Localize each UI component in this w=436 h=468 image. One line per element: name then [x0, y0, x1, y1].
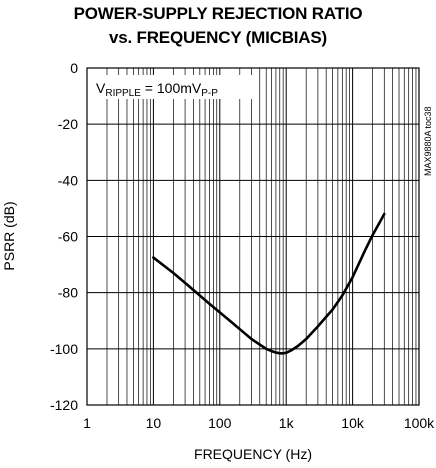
y-tick-label: -120	[50, 397, 78, 413]
annotation-base: V	[96, 80, 106, 96]
x-tick-label: 10	[146, 415, 162, 431]
y-tick-label: 0	[70, 60, 78, 76]
data-layer	[152, 212, 386, 355]
y-tick-label: -100	[50, 341, 78, 357]
x-axis-title: FREQUENCY (Hz)	[194, 446, 312, 462]
y-tick-label: -20	[58, 116, 78, 132]
annotation-sub-pp: P-P	[201, 88, 218, 99]
y-tick-label: -40	[58, 172, 78, 188]
x-tick-label: 100	[208, 415, 232, 431]
annotation-middle: = 100mV	[141, 80, 202, 96]
x-tick-label: 1k	[279, 415, 295, 431]
y-tick-label: -60	[58, 229, 78, 245]
labels: 1 10 100 1k 10k 100k 0 -20 -40 -60 -80 -100 -120	[50, 60, 435, 431]
x-tick-label: 100k	[404, 415, 435, 431]
annotation-sub-ripple: RIPPLE	[105, 88, 141, 99]
x-tick-label: 1	[83, 415, 91, 431]
side-note: MAX9880A toc38	[423, 106, 433, 176]
chart-title-line-1: POWER-SUPPLY REJECTION RATIO	[73, 4, 363, 23]
plot-frame	[86, 67, 420, 406]
side-note-background	[421, 70, 433, 178]
y-axis-title: PSRR (dB)	[1, 201, 17, 270]
y-tick-label: -80	[58, 285, 78, 301]
chart-title-line-2: vs. FREQUENCY (MICBIAS)	[108, 28, 327, 47]
grid	[86, 67, 420, 406]
ripple-annotation: VRIPPLE = 100mVP-P	[96, 80, 218, 99]
annotation-background	[93, 75, 258, 99]
psrr-series-line	[152, 212, 386, 355]
x-tick-label: 10k	[341, 415, 365, 431]
